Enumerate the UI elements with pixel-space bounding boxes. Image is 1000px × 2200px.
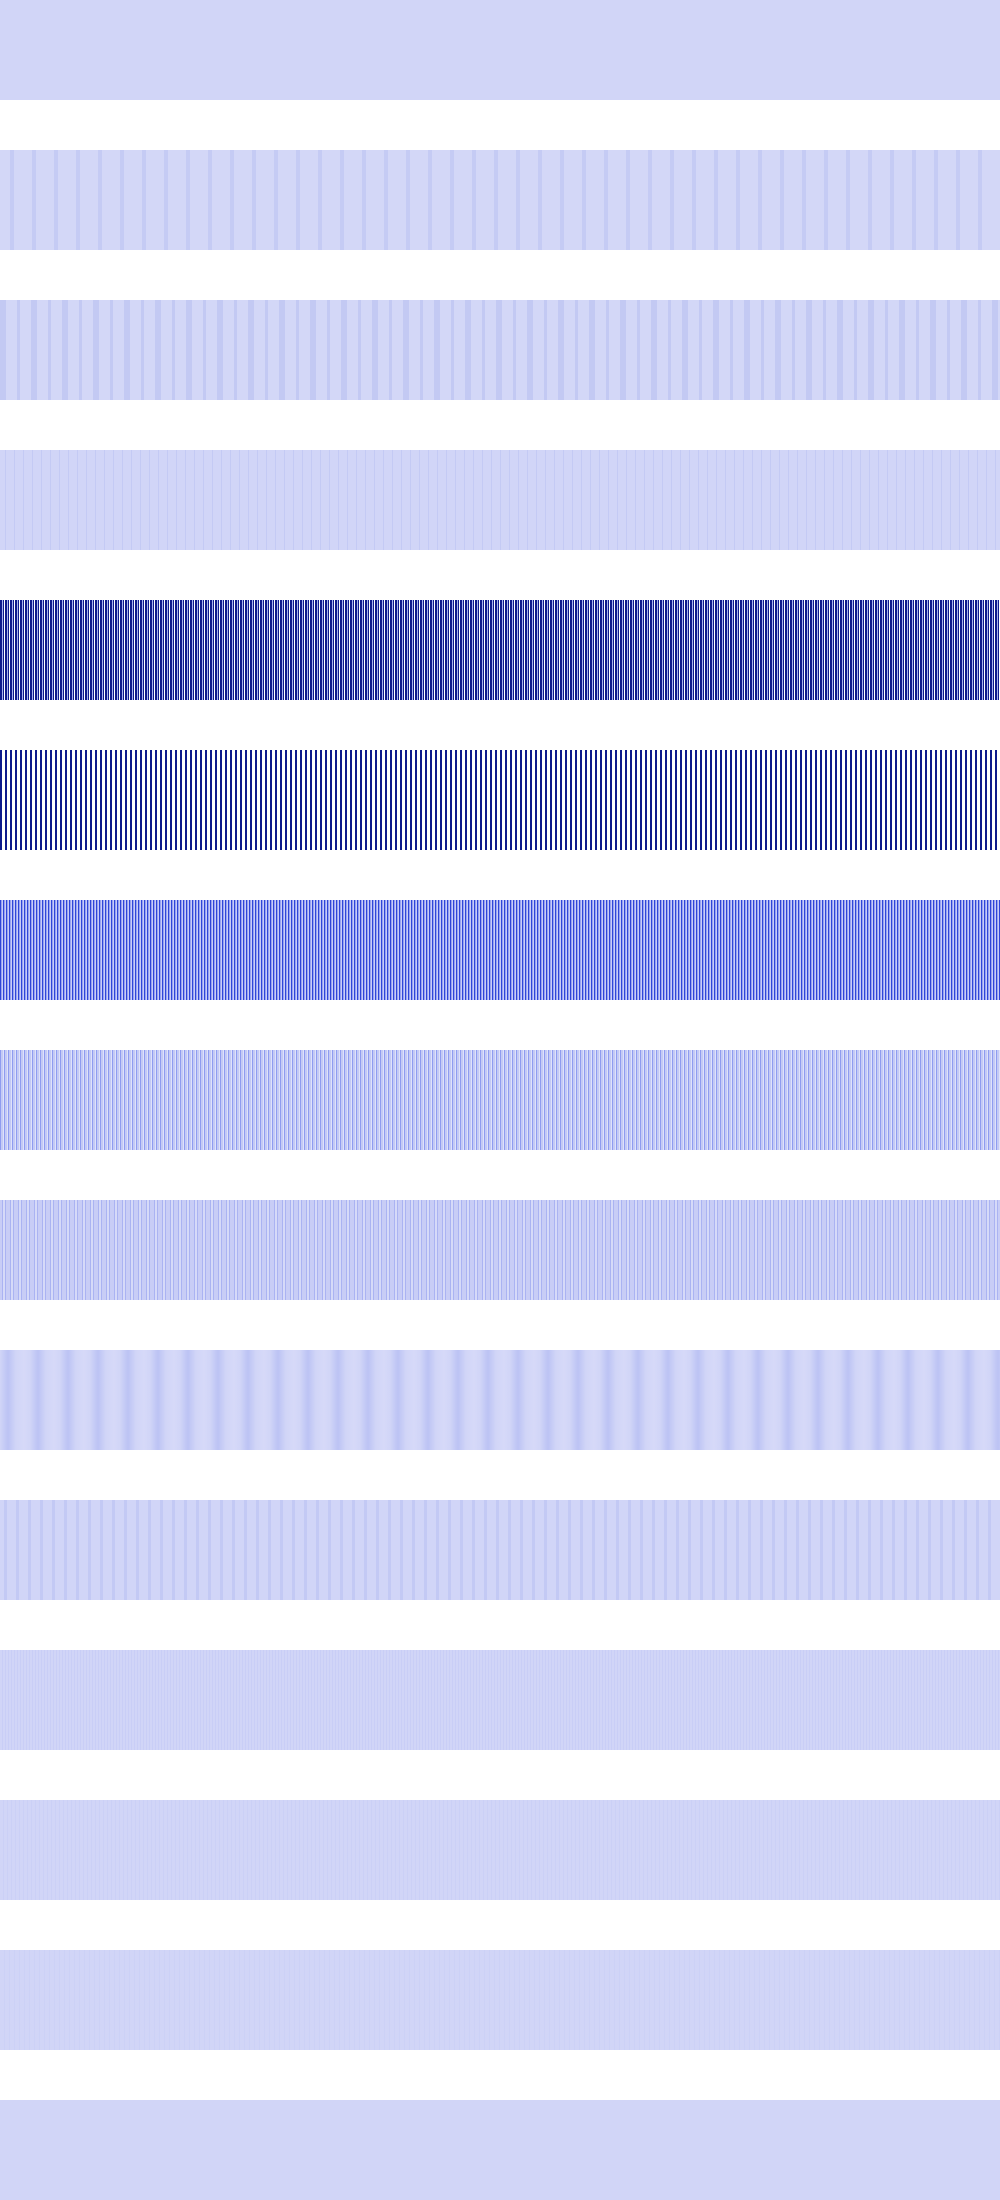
band-faint-wide-stripes-a	[0, 150, 1000, 250]
band-soft-wide-stripes	[0, 1350, 1000, 1450]
band-solid-pale-top	[0, 0, 1000, 100]
band-mixed-periwinkle-lines	[0, 1200, 1000, 1300]
band-dense-blue-lines	[0, 900, 1000, 1000]
band-solid-pale-bottom	[0, 2100, 1000, 2200]
band-faint-wide-stripes-b	[0, 300, 1000, 400]
band-dense-periwinkle-lines	[0, 1050, 1000, 1150]
band-dense-navy-lines	[0, 600, 1000, 700]
band-dense-navy-lines-white	[0, 750, 1000, 850]
band-faint-fine-lines-b	[0, 1800, 1000, 1900]
band-soft-medium-stripes	[0, 1500, 1000, 1600]
band-faint-fine-lines-a	[0, 1650, 1000, 1750]
band-faint-thin-lines	[0, 450, 1000, 550]
band-faint-fine-lines-c	[0, 1950, 1000, 2050]
